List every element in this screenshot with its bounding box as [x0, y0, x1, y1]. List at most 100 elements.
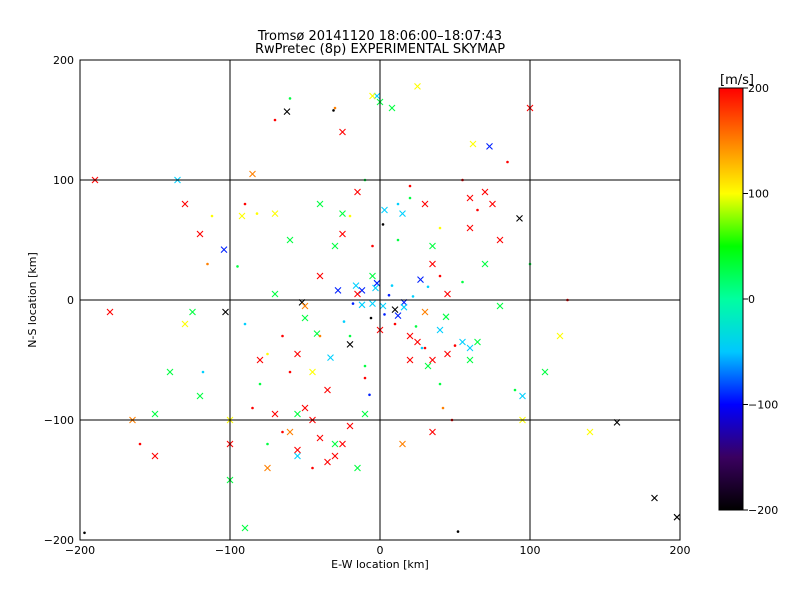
data-point-x-marker: [354, 188, 361, 196]
data-point-dot: [288, 97, 292, 100]
plot-frame: [79, 59, 681, 541]
data-point-dot: [383, 313, 386, 316]
data-point-dot: [453, 344, 457, 347]
data-point-x-marker: [373, 279, 381, 287]
data-point-x-marker: [151, 452, 159, 460]
data-point-x-marker: [651, 494, 658, 502]
data-point-dot: [438, 382, 442, 386]
data-point-x-marker: [346, 422, 354, 430]
data-point-dot: [348, 334, 352, 338]
data-point-dot: [387, 293, 391, 297]
data-point-x-marker: [400, 303, 408, 311]
data-point-x-marker: [271, 290, 279, 298]
data-point-x-marker: [271, 210, 279, 217]
data-point-x-marker: [316, 272, 324, 280]
data-point-dot: [420, 346, 424, 350]
data-point-dot: [281, 430, 284, 434]
data-point-dot: [281, 334, 284, 338]
y-tick-label: −200: [44, 534, 74, 547]
data-point-x-marker: [249, 170, 256, 178]
data-point-x-marker: [151, 410, 159, 418]
y-axis-label: N-S location [km]: [26, 252, 39, 348]
data-point-x-marker: [399, 210, 406, 217]
data-point-x-marker: [429, 356, 436, 364]
chart-title: Tromsø 20141120 18:06:00–18:07:43: [257, 29, 502, 44]
data-point-dot: [258, 382, 262, 386]
data-point-dot: [363, 364, 367, 368]
data-point-dot: [390, 284, 394, 287]
data-point-dot: [414, 325, 418, 328]
data-point-dot: [423, 346, 427, 350]
data-point-x-marker: [372, 284, 379, 292]
data-point-x-marker: [331, 440, 339, 448]
data-point-dot: [438, 226, 442, 230]
x-tick-label: −200: [65, 544, 95, 557]
data-point-dot: [288, 370, 292, 374]
data-point-x-marker: [294, 446, 301, 454]
data-point-x-marker: [417, 276, 424, 283]
data-point-x-marker: [339, 210, 346, 217]
data-point-dot: [243, 322, 247, 326]
data-point-x-marker: [324, 386, 331, 394]
data-point-x-marker: [271, 410, 279, 418]
data-point-x-marker: [361, 410, 369, 418]
data-point-x-marker: [474, 338, 481, 346]
data-point-x-marker: [316, 434, 324, 442]
data-point-x-marker: [369, 92, 376, 100]
data-point-dot: [333, 106, 337, 110]
data-point-x-marker: [327, 354, 334, 361]
data-point-x-marker: [406, 356, 414, 364]
x-tick-label: −100: [215, 544, 245, 557]
data-point-dot: [311, 466, 314, 470]
data-point-x-marker: [444, 290, 451, 298]
x-tick-label: 0: [377, 544, 384, 557]
data-point-dot: [371, 244, 374, 248]
data-point-x-marker: [436, 326, 444, 334]
data-point-x-marker: [256, 356, 264, 364]
x-axis-label: E-W location [km]: [331, 558, 429, 571]
data-point-x-marker: [556, 332, 564, 340]
data-point-x-marker: [358, 301, 366, 309]
colorbar-tick-label: 100: [748, 188, 769, 201]
data-point-dot: [369, 316, 373, 320]
data-point-dot: [456, 530, 460, 533]
data-point-x-marker: [421, 308, 429, 316]
x-tick-label: 100: [520, 544, 541, 557]
data-point-x-marker: [181, 200, 189, 208]
data-point-dot: [266, 352, 269, 356]
data-point-x-marker: [519, 392, 526, 400]
data-point-x-marker: [294, 410, 301, 418]
data-point-dot: [513, 388, 517, 392]
data-point-x-marker: [352, 282, 360, 289]
data-point-x-marker: [469, 140, 477, 148]
data-point-dot: [332, 109, 335, 112]
data-point-x-marker: [358, 287, 366, 294]
data-point-dot: [426, 285, 430, 289]
data-point-x-marker: [466, 224, 474, 232]
data-point-x-marker: [414, 338, 421, 346]
grid-lines: [80, 60, 680, 540]
data-point-x-marker: [444, 350, 451, 358]
data-point-x-marker: [189, 308, 196, 316]
data-point-x-marker: [399, 440, 406, 448]
data-point-x-marker: [238, 212, 246, 220]
data-point-x-marker: [406, 332, 414, 340]
data-point-dot: [506, 160, 509, 164]
data-point-x-marker: [466, 344, 474, 352]
data-point-x-marker: [339, 230, 346, 238]
data-point-dot: [348, 214, 352, 218]
data-point-x-marker: [301, 314, 309, 322]
data-point-x-marker: [391, 306, 399, 313]
data-point-x-marker: [496, 302, 504, 310]
data-point-x-marker: [286, 236, 294, 244]
axes: −200 −100 0 100 200 −200 −100 0 100 200: [44, 54, 691, 557]
scatter-points: [83, 83, 680, 535]
data-point-x-marker: [339, 128, 346, 136]
data-point-x-marker: [241, 524, 249, 532]
data-point-dot: [251, 406, 254, 410]
data-point-x-marker: [301, 404, 309, 412]
data-point-x-marker: [394, 312, 402, 319]
data-point-dot: [396, 202, 400, 206]
